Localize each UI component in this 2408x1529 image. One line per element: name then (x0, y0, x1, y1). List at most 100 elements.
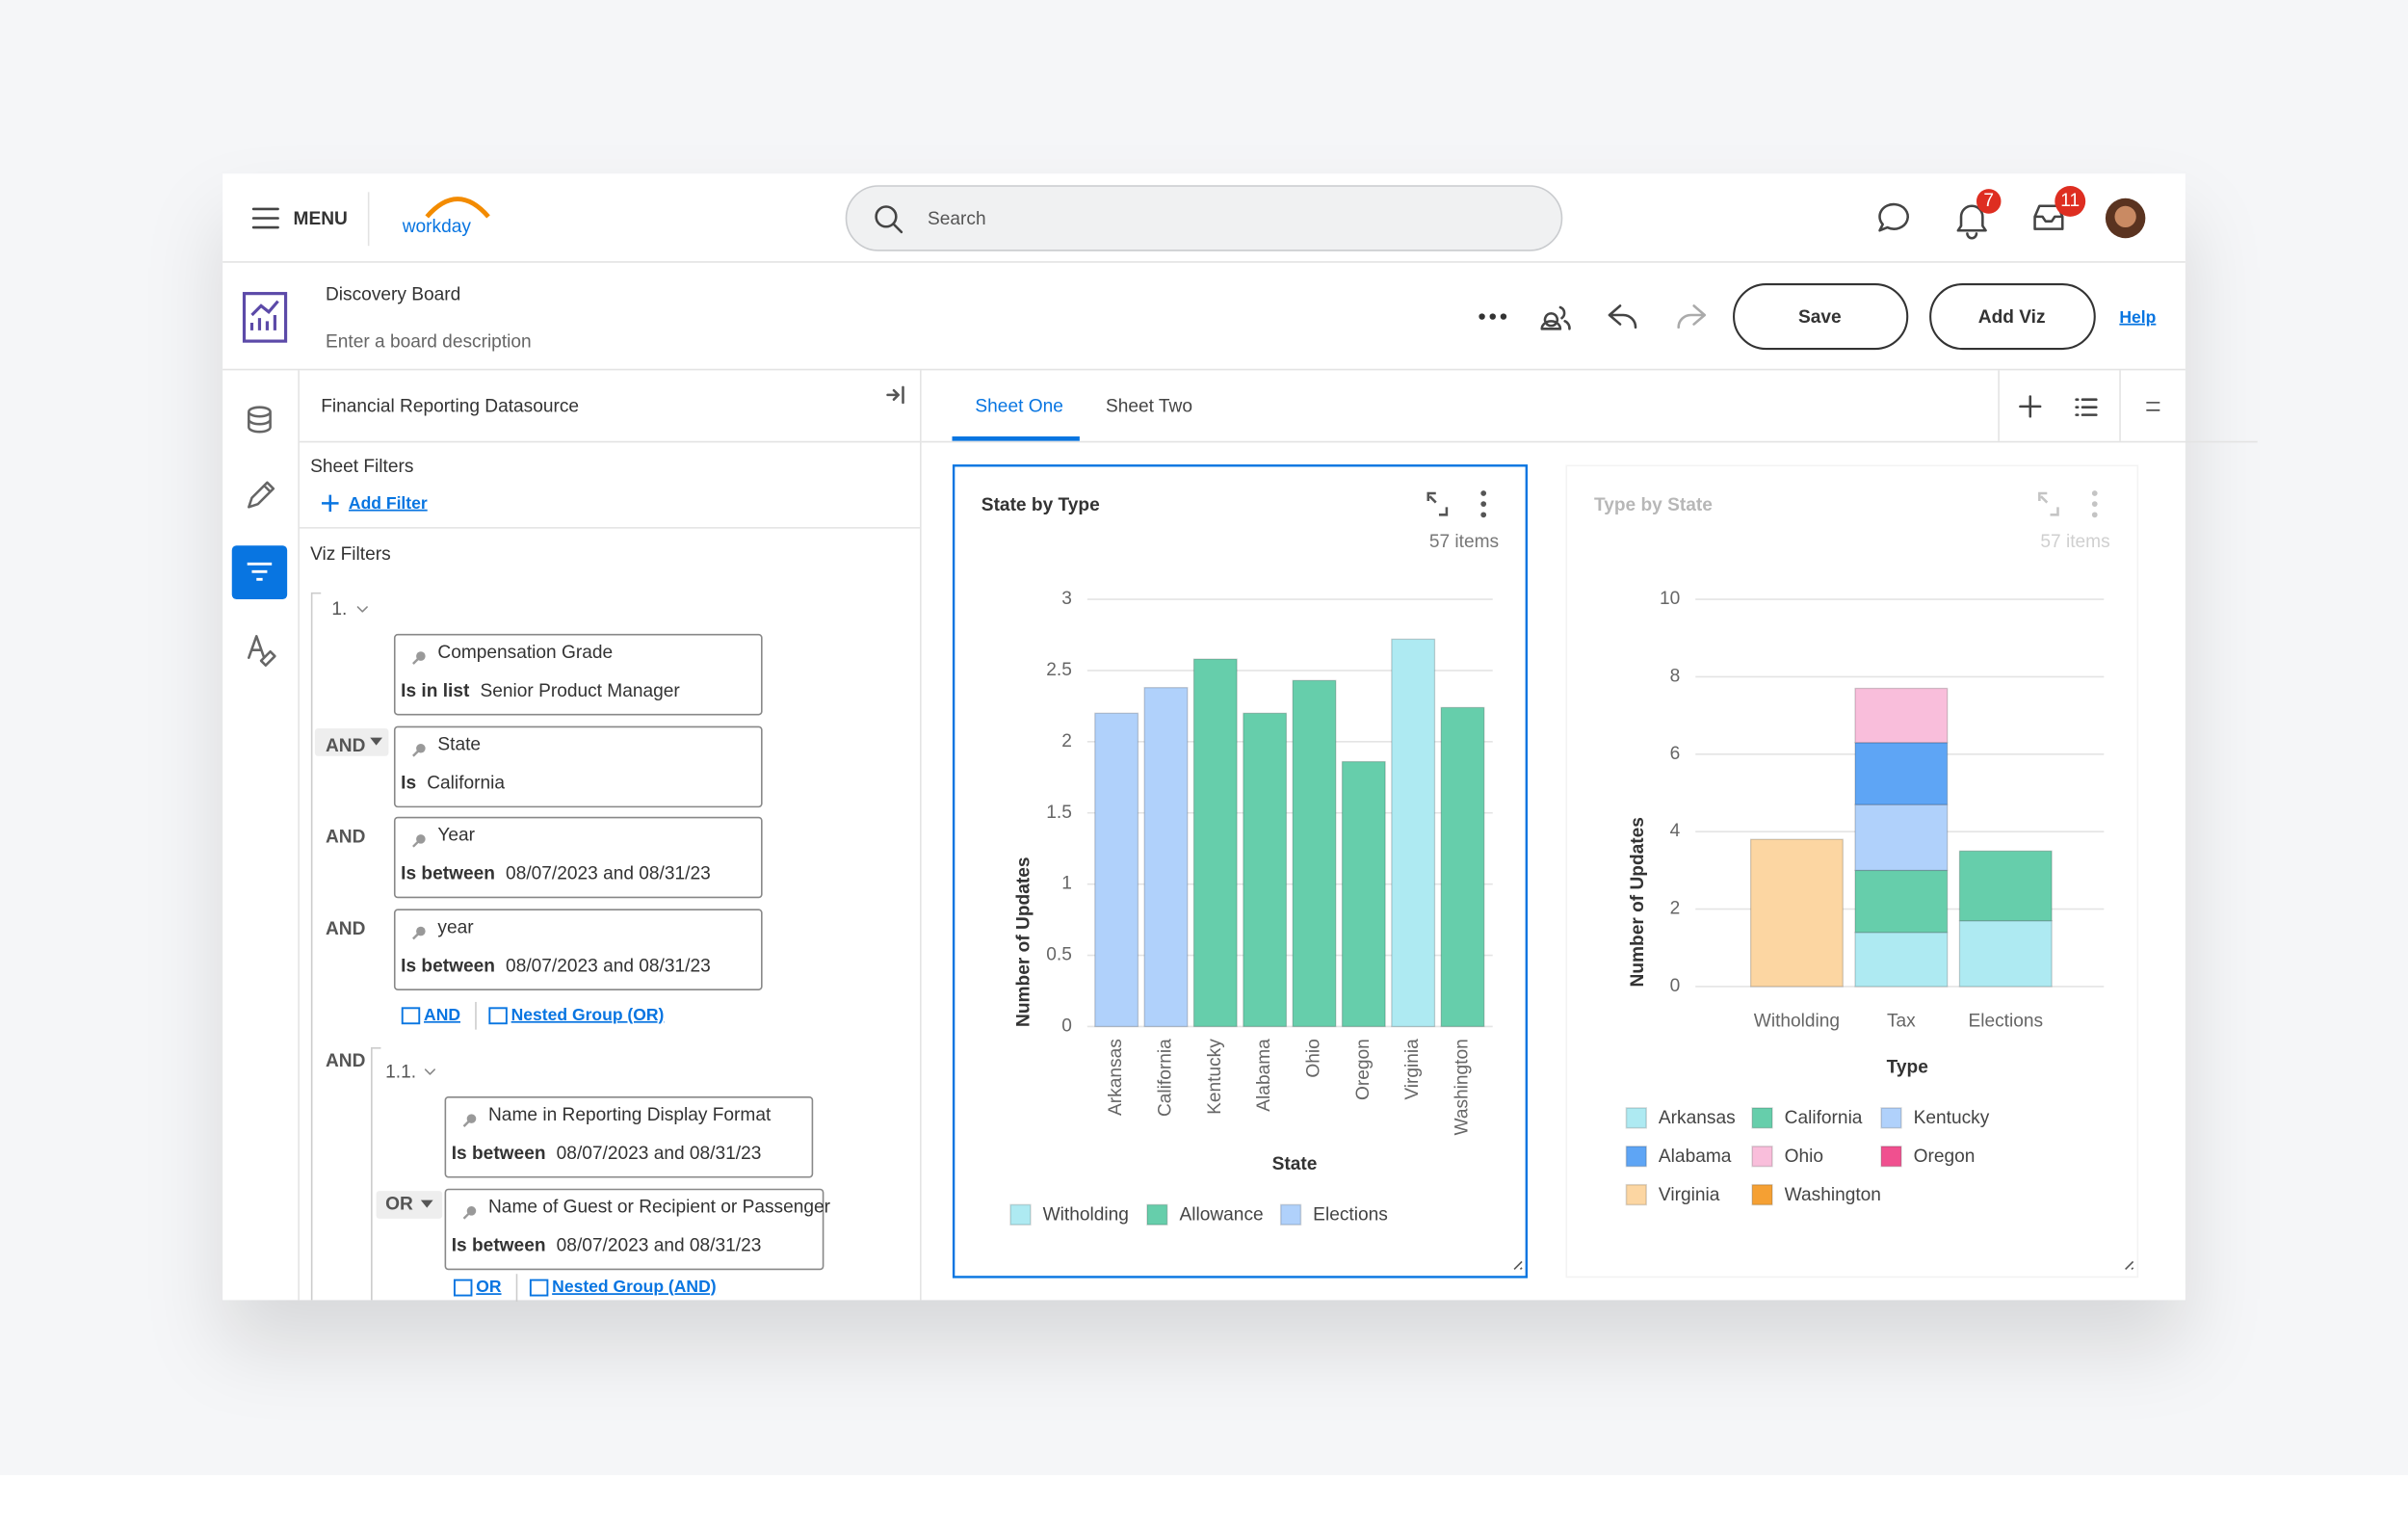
bar (1958, 850, 2053, 922)
action-link[interactable]: OR (476, 1277, 502, 1296)
legend-swatch[interactable] (1880, 1146, 1902, 1168)
bar (1094, 712, 1139, 1028)
redo-icon[interactable] (1677, 304, 1707, 330)
add-viz-label: Add Viz (1978, 307, 2046, 328)
add-viz-button[interactable] (1929, 283, 2096, 351)
filter-card[interactable] (393, 725, 763, 808)
legend-label[interactable]: Kentucky (1914, 1108, 1990, 1128)
legend-swatch[interactable] (1751, 1146, 1773, 1168)
chevron[interactable] (424, 1068, 436, 1075)
more-icon (2091, 501, 2098, 508)
action-icon (453, 1279, 473, 1297)
legend-swatch[interactable] (1625, 1183, 1647, 1206)
x-tick-label: California (1156, 1039, 1176, 1117)
bar (1341, 760, 1386, 1028)
tab-active[interactable]: Sheet One (975, 397, 1062, 417)
legend-label[interactable]: Alabama (1659, 1147, 1732, 1167)
y-tick-label: 2 (1061, 731, 1072, 751)
legend-label[interactable]: Arkansas (1659, 1108, 1736, 1128)
inbox-icon[interactable] (2033, 204, 2064, 230)
board-icon (242, 292, 288, 343)
y-tick-label: 2 (1670, 899, 1681, 919)
tab[interactable]: Sheet Two (1106, 397, 1192, 417)
x-tick-label: Virginia (1402, 1039, 1423, 1100)
format-icon[interactable] (248, 635, 276, 667)
badge (2055, 185, 2086, 217)
connector-dropdown[interactable] (314, 728, 389, 756)
chart-title: Type by State (1594, 495, 1713, 515)
legend-swatch[interactable] (1279, 1203, 1302, 1226)
chevron[interactable] (356, 606, 368, 613)
more-icon (1480, 490, 1487, 496)
x-axis-title: State (1272, 1154, 1318, 1174)
add-sheet-icon[interactable] (2019, 395, 2042, 418)
action-link[interactable]: Nested Group (OR) (511, 1005, 665, 1024)
group-label: 1. (331, 599, 347, 620)
sheet-list-icon[interactable] (2075, 398, 2098, 416)
help-link[interactable]: Help (2119, 307, 2156, 327)
edit-icon[interactable] (248, 481, 275, 509)
menu-icon (251, 207, 279, 229)
logo[interactable]: workday (402, 217, 472, 237)
connector: AND (326, 919, 366, 939)
board-title[interactable]: Discovery Board (326, 284, 460, 304)
legend-label[interactable]: Ohio (1785, 1147, 1823, 1167)
x-tick-label: Washington (1453, 1039, 1473, 1135)
expand-icon[interactable] (1426, 491, 1449, 516)
y-tick-label: 3 (1061, 589, 1072, 609)
more-icon (1480, 501, 1487, 508)
y-tick-label: 8 (1670, 666, 1681, 686)
legend-label[interactable]: Elections (1313, 1205, 1388, 1226)
filter-card[interactable] (393, 816, 763, 899)
resize-handle (1513, 1260, 1523, 1271)
more-icon (2091, 490, 2098, 496)
action-link[interactable]: Nested Group (AND) (552, 1277, 716, 1296)
undo-icon[interactable] (1608, 304, 1637, 330)
legend-label[interactable]: Virginia (1659, 1185, 1720, 1205)
more-icon[interactable] (1479, 313, 1507, 320)
legend-swatch[interactable] (1880, 1107, 1902, 1129)
legend-swatch[interactable] (1625, 1146, 1647, 1168)
x-tick-label: Alabama (1254, 1039, 1274, 1112)
expand-icon[interactable] (2038, 491, 2059, 516)
legend-label[interactable]: California (1785, 1108, 1863, 1128)
collapse-icon[interactable] (886, 385, 904, 405)
search-box[interactable] (845, 185, 1563, 251)
add-filter-link[interactable]: Add Filter (349, 493, 428, 513)
filter-card[interactable] (393, 633, 763, 716)
share-icon[interactable] (1540, 305, 1571, 330)
legend-label[interactable]: Witholding (1043, 1205, 1129, 1226)
bar (1243, 712, 1288, 1028)
menu-button[interactable]: MENU (251, 207, 348, 229)
tab-indicator (952, 435, 1080, 441)
datasource-icon[interactable] (248, 406, 272, 434)
legend-swatch[interactable] (1625, 1107, 1647, 1129)
connector-dropdown[interactable] (376, 1191, 443, 1219)
action-link[interactable]: AND (424, 1005, 460, 1024)
filter-operator: Is between (452, 1236, 546, 1256)
notifications-icon[interactable] (1956, 204, 1987, 240)
bar (1958, 920, 2053, 988)
legend-label[interactable]: Allowance (1179, 1205, 1263, 1226)
legend-swatch[interactable] (1146, 1203, 1168, 1226)
filter-operator: Is between (452, 1144, 546, 1164)
chat-icon[interactable] (1878, 202, 1909, 232)
bar (1854, 742, 1949, 805)
icon-part (1500, 313, 1507, 320)
filter-card[interactable] (393, 909, 763, 990)
save-button[interactable] (1733, 283, 1909, 351)
filter-card[interactable] (444, 1096, 814, 1178)
search-icon (875, 205, 898, 228)
legend-swatch[interactable] (1009, 1203, 1032, 1226)
legend-swatch[interactable] (1751, 1183, 1773, 1206)
filter-card[interactable] (444, 1188, 824, 1271)
legend-label[interactable]: Oregon (1914, 1147, 1976, 1167)
legend-swatch[interactable] (1751, 1107, 1773, 1129)
action-icon (529, 1279, 549, 1297)
legend-label[interactable]: Washington (1785, 1185, 1881, 1205)
filter-value: Senior Product Manager (481, 681, 681, 701)
icon-part (1479, 313, 1485, 320)
board-description[interactable]: Enter a board description (326, 332, 532, 353)
panel-title: Financial Reporting Datasource (321, 397, 579, 417)
settings-icon[interactable] (2146, 402, 2160, 411)
